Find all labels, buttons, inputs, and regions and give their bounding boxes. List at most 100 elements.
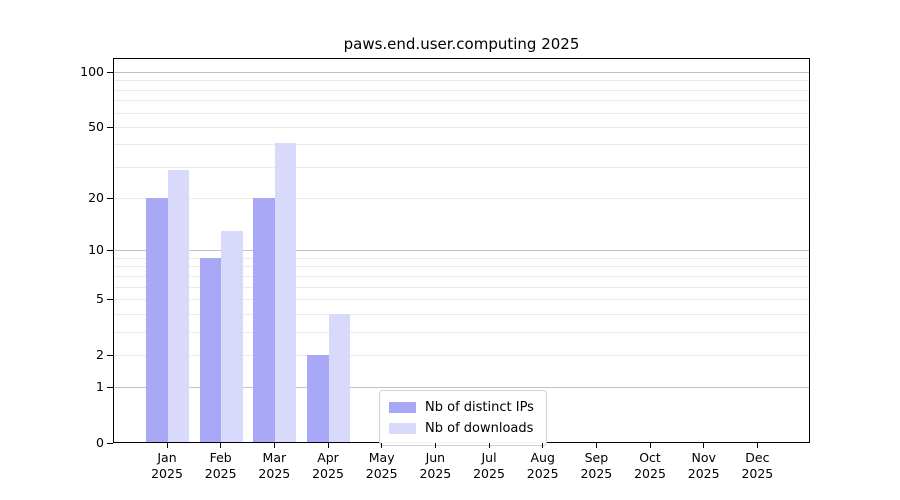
y-tick-label: 100 xyxy=(80,64,104,79)
x-tick-month: Sep xyxy=(584,450,609,465)
bar-downloads-apr xyxy=(328,313,350,442)
x-tick-mark xyxy=(434,443,436,448)
x-tick-month: Nov xyxy=(691,450,716,465)
bar-downloads-mar xyxy=(274,142,297,442)
legend-label-downloads: Nb of downloads xyxy=(425,421,534,436)
legend-label-distinct-ips: Nb of distinct IPs xyxy=(425,400,534,415)
y-tick-label: 20 xyxy=(88,190,104,206)
gridline-major xyxy=(114,250,809,252)
bar-downloads-feb xyxy=(221,230,243,442)
x-tick-year: 2025 xyxy=(741,466,774,481)
x-tick-month: Dec xyxy=(745,450,770,465)
legend-item-downloads: Nb of downloads xyxy=(389,418,534,439)
x-tick-year: 2025 xyxy=(312,466,344,481)
y-tick-mark xyxy=(107,72,113,73)
y-tick-label: 1 xyxy=(96,379,104,395)
gridline-minor xyxy=(114,286,809,288)
x-tick-mark xyxy=(488,443,490,448)
x-tick-label-jul: Jul 2025 xyxy=(459,450,519,482)
y-tick-mark xyxy=(107,198,113,200)
x-tick-label-may: May 2025 xyxy=(352,450,412,482)
x-tick-label-nov: Nov 2025 xyxy=(674,450,734,482)
x-tick-mark xyxy=(220,443,222,448)
bar-downloads-jan xyxy=(167,169,189,442)
gridline-minor xyxy=(114,80,809,82)
x-tick-label-mar: Mar 2025 xyxy=(244,450,304,482)
y-tick-mark xyxy=(107,387,113,389)
x-tick-label-dec: Dec 2025 xyxy=(727,450,787,482)
x-tick-month: Aug xyxy=(530,450,555,465)
legend-swatch-distinct-ips xyxy=(389,402,416,413)
legend-swatch-downloads xyxy=(389,423,416,434)
y-tick-label: 0 xyxy=(96,435,104,450)
x-tick-label-sep: Sep 2025 xyxy=(566,450,626,482)
gridline-minor xyxy=(114,354,809,356)
y-tick-mark xyxy=(107,250,113,252)
x-tick-year: 2025 xyxy=(687,466,720,481)
gridline-minor xyxy=(114,100,809,102)
x-tick-year: 2025 xyxy=(204,466,237,481)
x-tick-month: May xyxy=(368,450,395,465)
x-tick-year: 2025 xyxy=(419,466,452,481)
x-tick-year: 2025 xyxy=(526,466,559,481)
x-tick-label-apr: Apr 2025 xyxy=(298,450,358,482)
legend-item-distinct-ips: Nb of distinct IPs xyxy=(389,397,534,418)
x-tick-mark xyxy=(756,443,758,448)
bar-distinct-ips-apr xyxy=(307,354,329,442)
gridline-minor xyxy=(114,112,809,114)
y-tick-mark xyxy=(107,126,113,128)
bar-distinct-ips-jan xyxy=(146,198,168,442)
gridline-minor xyxy=(114,331,809,333)
x-tick-mark xyxy=(273,443,275,448)
gridline-major xyxy=(114,72,809,73)
x-tick-mark xyxy=(649,443,651,448)
gridline-minor xyxy=(114,298,809,300)
x-tick-mark xyxy=(327,443,329,448)
gridline-minor xyxy=(114,198,809,200)
x-tick-month: Jan xyxy=(157,450,177,465)
bar-distinct-ips-feb xyxy=(199,257,222,442)
y-tick-label: 10 xyxy=(88,242,104,258)
x-tick-year: 2025 xyxy=(473,466,505,481)
x-tick-month: Oct xyxy=(639,450,661,465)
x-tick-mark xyxy=(595,443,597,448)
x-tick-label-jun: Jun 2025 xyxy=(405,450,465,482)
bar-distinct-ips-mar xyxy=(253,198,275,442)
x-tick-mark xyxy=(381,443,383,448)
x-tick-year: 2025 xyxy=(258,466,291,481)
gridline-minor xyxy=(114,257,809,259)
legend: Nb of distinct IPs Nb of downloads xyxy=(379,390,547,446)
x-tick-year: 2025 xyxy=(634,466,666,481)
gridline-minor xyxy=(114,126,809,128)
x-tick-label-oct: Oct 2025 xyxy=(620,450,680,482)
y-tick-mark xyxy=(107,298,113,300)
x-tick-month: Jul xyxy=(481,450,497,465)
x-tick-label-feb: Feb 2025 xyxy=(191,450,251,482)
chart-title: paws.end.user.computing 2025 xyxy=(343,35,580,53)
x-tick-month: Apr xyxy=(317,450,339,465)
x-tick-label-aug: Aug 2025 xyxy=(513,450,573,482)
y-tick-label: 2 xyxy=(96,346,104,362)
plot-area: Nb of distinct IPs Nb of downloads xyxy=(113,58,810,446)
x-tick-year: 2025 xyxy=(580,466,613,481)
gridline-major xyxy=(114,387,809,389)
x-tick-month: Jun xyxy=(425,450,446,465)
x-tick-mark xyxy=(542,443,544,448)
gridline-minor xyxy=(114,144,809,146)
x-tick-mark xyxy=(166,443,168,448)
y-tick-label: 5 xyxy=(96,290,104,306)
gridline-minor xyxy=(114,313,809,315)
gridline-minor xyxy=(114,89,809,91)
gridline-minor xyxy=(114,266,809,268)
x-tick-label-jan: Jan 2025 xyxy=(137,450,197,482)
x-tick-month: Mar xyxy=(262,450,287,465)
x-tick-year: 2025 xyxy=(151,466,183,481)
y-tick-mark xyxy=(107,443,113,444)
y-tick-mark xyxy=(107,354,113,356)
x-tick-month: Feb xyxy=(209,450,232,465)
x-tick-year: 2025 xyxy=(365,466,398,481)
x-tick-mark xyxy=(703,443,705,448)
gridline-minor xyxy=(114,166,809,168)
gridline-minor xyxy=(114,275,809,277)
